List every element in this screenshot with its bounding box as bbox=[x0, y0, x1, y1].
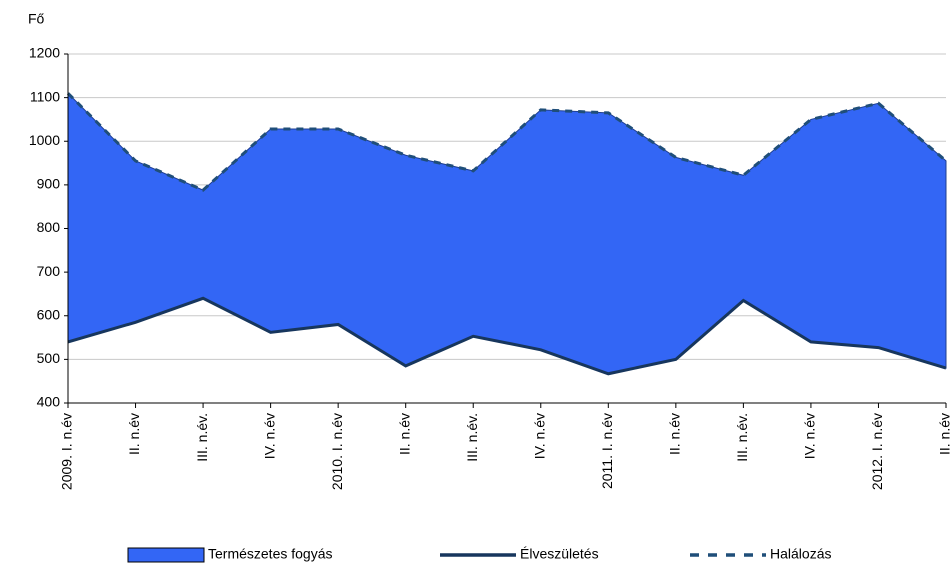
x-tick-label: 2009. I. n.év bbox=[59, 413, 75, 490]
x-tick-label: 2011. I. n.év bbox=[599, 413, 615, 489]
legend-label: Természetes fogyás bbox=[208, 546, 333, 562]
x-tick-label: II. n.év bbox=[396, 413, 412, 455]
x-tick-label: II. n.év bbox=[126, 413, 142, 455]
x-tick-label: 2012. I. n.év bbox=[869, 413, 885, 490]
y-tick-label: 1200 bbox=[29, 45, 60, 61]
x-tick-label: IV. n.év bbox=[261, 413, 277, 459]
x-tick-label: III. n.év. bbox=[194, 413, 210, 462]
area bbox=[67, 92, 947, 375]
x-tick-label: IV. n.év bbox=[802, 413, 818, 459]
y-tick-label: 600 bbox=[37, 306, 61, 322]
x-tick-label: IV. n.év bbox=[531, 413, 547, 459]
legend-swatch bbox=[127, 547, 205, 563]
y-tick-label: 500 bbox=[37, 350, 61, 366]
x-tick-label: III. n.év. bbox=[464, 413, 480, 462]
x-tick-label: II. n.év bbox=[937, 413, 952, 455]
line bbox=[67, 296, 947, 376]
line bbox=[66, 92, 947, 192]
x-tick-label: III. n.év. bbox=[734, 413, 750, 462]
y-tick-label: 700 bbox=[37, 263, 61, 279]
y-axis-label: Fő bbox=[28, 11, 45, 27]
y-tick-label: 800 bbox=[37, 219, 61, 235]
y-tick-label: 900 bbox=[37, 176, 61, 192]
legend-label: Élveszületés bbox=[520, 546, 599, 562]
y-tick-label: 1000 bbox=[29, 132, 60, 148]
x-tick-label: 2010. I. n.év bbox=[329, 413, 345, 490]
y-tick-label: 1100 bbox=[30, 88, 60, 104]
legend-label: Halálozás bbox=[770, 546, 831, 562]
y-tick-label: 400 bbox=[37, 394, 61, 410]
x-tick-label: II. n.év bbox=[667, 413, 683, 455]
